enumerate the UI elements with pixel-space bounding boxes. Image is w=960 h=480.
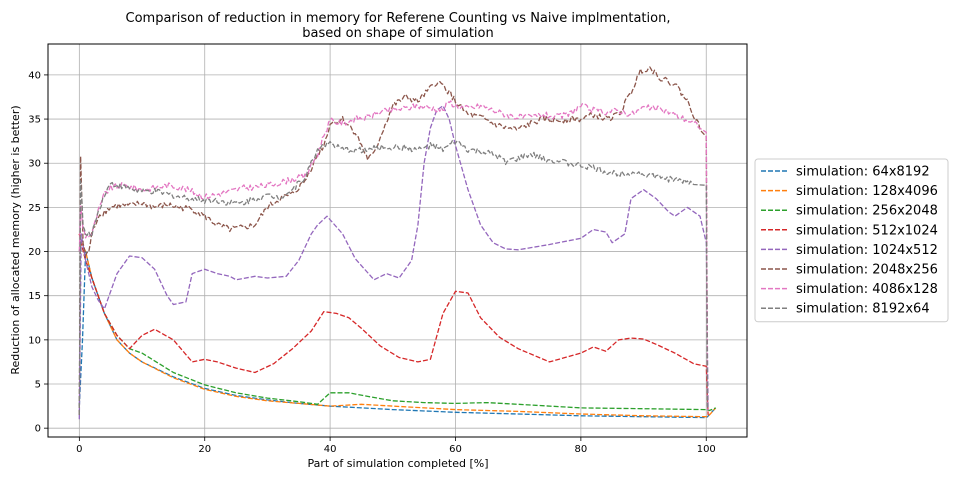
series-layer <box>78 66 717 420</box>
x-tick-label: 100 <box>697 444 716 455</box>
y-tick-label: 30 <box>28 159 41 170</box>
legend-label: simulation: 512x1024 <box>796 223 938 238</box>
series-line <box>78 100 709 411</box>
legend-label: simulation: 256x2048 <box>796 204 938 219</box>
legend: simulation: 64x8192 simulation: 128x4096 s… <box>754 158 949 323</box>
y-tick-label: 35 <box>28 115 41 126</box>
plot-frame <box>47 43 748 438</box>
grid <box>48 44 747 437</box>
x-tick-label: 80 <box>575 444 588 455</box>
series-line <box>78 250 717 419</box>
legend-label: simulation: 4086x128 <box>796 282 938 297</box>
chart-subtitle: based on shape of simulation <box>302 26 494 41</box>
legend-label: simulation: 128x4096 <box>796 184 938 199</box>
legend-label: simulation: 2048x256 <box>796 263 938 278</box>
x-tick-label: 20 <box>198 444 211 455</box>
legend-label: simulation: 64x8192 <box>796 165 930 180</box>
y-tick-label: 10 <box>28 335 41 346</box>
legend-label: simulation: 1024x512 <box>796 243 938 258</box>
y-tick-label: 5 <box>35 380 41 391</box>
series-line <box>78 105 709 420</box>
y-tick-label: 15 <box>28 291 41 302</box>
y-tick-label: 40 <box>28 70 41 81</box>
x-axis-label: Part of simulation completed [%] <box>307 457 488 470</box>
legend-box <box>754 158 949 323</box>
y-tick-label: 20 <box>28 247 41 258</box>
ticks: 0 20 40 60 80 100 0 5 10 15 20 25 30 35 40 <box>28 70 716 455</box>
x-tick-label: 40 <box>324 444 337 455</box>
y-axis-label: Reduction of allocated memory (higher is… <box>9 105 22 374</box>
y-tick-label: 25 <box>28 203 41 214</box>
series-line <box>78 242 716 412</box>
chart-title: Comparison of reduction in memory for Re… <box>126 11 671 26</box>
x-tick-label: 60 <box>449 444 462 455</box>
series-line <box>78 66 709 415</box>
legend-label: simulation: 8192x64 <box>796 302 930 317</box>
series-line <box>78 139 709 415</box>
y-tick-label: 0 <box>35 424 41 435</box>
series-line <box>78 233 709 415</box>
x-tick-label: 0 <box>76 444 82 455</box>
series-line <box>78 233 717 418</box>
